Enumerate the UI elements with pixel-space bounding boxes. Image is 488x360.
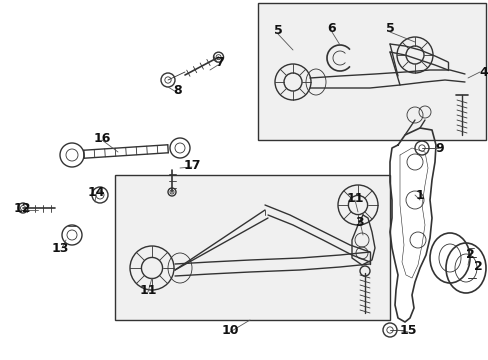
Text: 14: 14 (87, 185, 104, 198)
Text: 2: 2 (473, 261, 481, 274)
Text: 9: 9 (435, 141, 444, 154)
Bar (258, 3, 485, 140)
Text: 13: 13 (51, 242, 68, 255)
Text: 5: 5 (385, 22, 393, 35)
Text: 1: 1 (415, 189, 424, 202)
Text: 11: 11 (346, 192, 363, 204)
Text: 11: 11 (139, 284, 157, 297)
Text: 16: 16 (93, 131, 110, 144)
Text: 10: 10 (221, 324, 238, 337)
Text: 3: 3 (355, 216, 364, 229)
Text: 7: 7 (215, 55, 224, 68)
Text: 4: 4 (479, 66, 488, 78)
Text: 8: 8 (173, 84, 182, 96)
Text: 6: 6 (327, 22, 336, 35)
Text: 15: 15 (398, 324, 416, 337)
Text: 5: 5 (273, 23, 282, 36)
Text: 17: 17 (183, 158, 201, 171)
Text: 12: 12 (13, 202, 31, 215)
Text: 2: 2 (465, 248, 473, 261)
Bar (115, 175, 389, 320)
